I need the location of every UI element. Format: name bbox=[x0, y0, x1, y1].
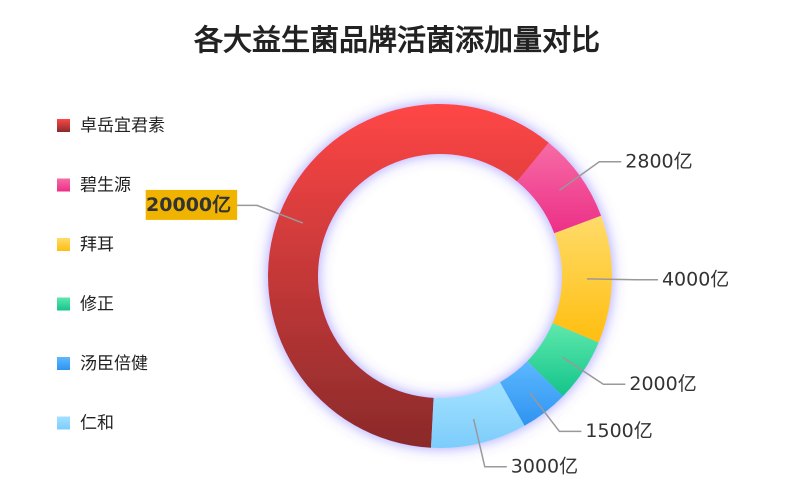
chart-title: 各大益生菌品牌活菌添加量对比 bbox=[193, 23, 600, 57]
leader-line bbox=[586, 278, 658, 281]
data-label: 3000亿 bbox=[511, 455, 578, 477]
leader-line bbox=[472, 418, 507, 468]
legend-swatch bbox=[57, 297, 70, 311]
legend-label: 修正 bbox=[80, 295, 114, 315]
donut-slice bbox=[499, 361, 563, 426]
donut-slice bbox=[552, 215, 612, 343]
donut bbox=[268, 104, 612, 448]
legend-label: 仁和 bbox=[80, 414, 114, 434]
data-label: 2000亿 bbox=[629, 373, 696, 395]
label-box bbox=[145, 189, 238, 220]
donut-slice bbox=[517, 142, 602, 234]
leader-line bbox=[528, 392, 582, 433]
leader-line bbox=[235, 204, 304, 224]
legend-swatch bbox=[57, 119, 70, 132]
legend-swatch bbox=[57, 357, 70, 370]
donut-slice bbox=[430, 382, 525, 448]
legend-swatch bbox=[57, 178, 70, 192]
legend-label: 拜耳 bbox=[80, 235, 114, 255]
donut-slice bbox=[268, 104, 549, 448]
legend-label: 汤臣倍健 bbox=[80, 354, 148, 374]
leader-line bbox=[559, 161, 622, 191]
data-label: 2800亿 bbox=[625, 150, 692, 172]
legend-label: 碧生源 bbox=[80, 176, 131, 196]
legend-label: 卓岳宜君素 bbox=[80, 116, 165, 136]
legend-swatch bbox=[57, 416, 70, 430]
legend-swatch bbox=[57, 238, 70, 251]
donut-slice bbox=[527, 323, 599, 397]
data-label: 4000亿 bbox=[662, 268, 729, 290]
data-label: 20000亿 bbox=[146, 193, 231, 216]
data-label: 1500亿 bbox=[585, 420, 652, 442]
leader-line bbox=[562, 356, 626, 386]
